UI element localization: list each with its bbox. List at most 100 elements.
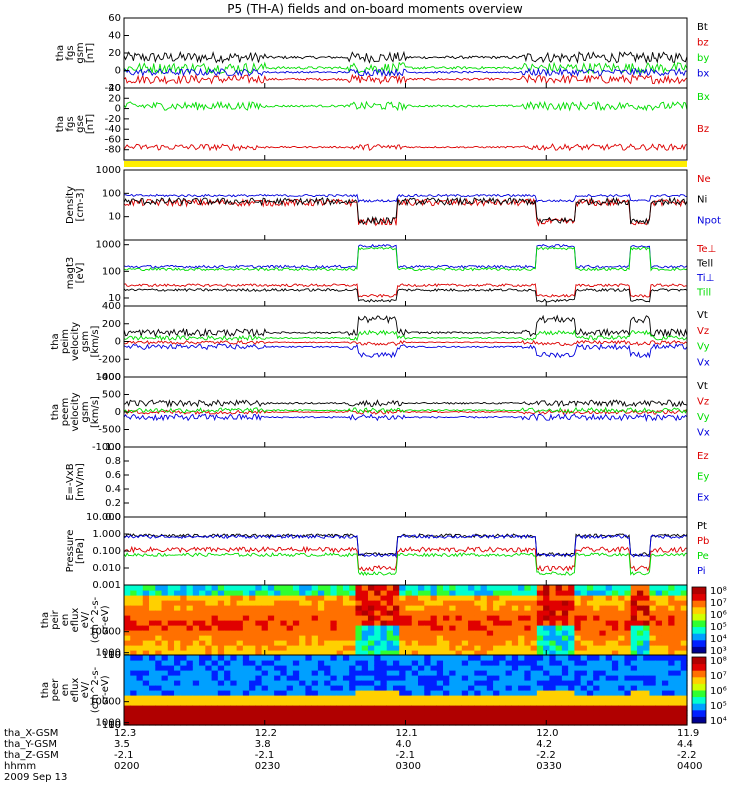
spectrogram-cell [317, 690, 325, 696]
spectrogram-cell [249, 620, 256, 626]
spectrogram-cell [161, 605, 169, 611]
spectrogram-cell [411, 625, 419, 631]
spectrogram-cell [618, 615, 626, 621]
spectrogram-cell [136, 710, 144, 716]
spectrogram-cell [299, 605, 307, 611]
spectrogram-cell [124, 645, 131, 651]
spectrogram-cell [261, 710, 269, 716]
spectrogram-cell [405, 710, 413, 716]
spectrogram-cell [205, 715, 213, 721]
ephemeris-value: -2.1 [254, 750, 275, 761]
spectrogram-cell [543, 635, 550, 641]
spectrogram-cell [236, 670, 244, 676]
spectrogram-cell [124, 635, 131, 641]
spectrogram-cell [405, 720, 413, 726]
spectrogram-cell [518, 660, 525, 666]
spectrogram-cell [267, 610, 275, 616]
spectrogram-cell [630, 715, 638, 721]
spectrogram-cell [280, 620, 288, 626]
spectrogram-cell [242, 585, 250, 591]
spectrogram-cell [405, 675, 413, 681]
spectrogram-cell [493, 615, 500, 621]
spectrogram-cell [205, 650, 213, 656]
spectrogram-cell [311, 715, 319, 721]
spectrogram-cell [518, 610, 525, 616]
spectrogram-cell [324, 660, 332, 666]
spectrogram-cell [405, 595, 413, 601]
y-tick-label: 100 [102, 650, 121, 661]
spectrogram-cell [236, 615, 244, 621]
spectrogram-cell [180, 705, 188, 711]
spectrogram-cell [361, 680, 369, 686]
spectrogram-cell [455, 610, 463, 616]
spectrogram-cell [211, 635, 219, 641]
spectrogram-cell [155, 660, 163, 666]
spectrogram-cell [230, 715, 238, 721]
spectrogram-cell [574, 630, 582, 636]
spectrogram-cell [386, 585, 394, 591]
spectrogram-cell [174, 620, 181, 626]
spectrogram-cell [317, 700, 325, 706]
spectrogram-cell [480, 600, 488, 606]
spectrogram-cell [561, 685, 569, 691]
spectrogram-cell [217, 585, 225, 591]
spectrogram-cell [655, 635, 663, 641]
spectrogram-cell [649, 715, 657, 721]
spectrogram-cell [511, 700, 519, 706]
spectrogram-cell [443, 720, 450, 726]
spectrogram-cell [349, 660, 357, 666]
spectrogram-cell [655, 625, 663, 631]
spectrogram-cell [580, 605, 588, 611]
spectrogram-cell [149, 710, 156, 716]
spectrogram-cell [480, 635, 488, 641]
spectrogram-cell [655, 650, 663, 656]
spectrogram-cell [236, 685, 244, 691]
ephemeris-row-label: tha_Y-GSM [4, 739, 58, 750]
spectrogram-cell [543, 710, 550, 716]
spectrogram-cell [568, 620, 575, 626]
spectrogram-cell [236, 600, 244, 606]
spectrogram-cell [392, 655, 400, 661]
y-tick-label: 1000 [96, 372, 121, 383]
y-tick-label: 0.2 [105, 498, 121, 509]
spectrogram-cell [505, 720, 513, 726]
spectrogram-cell [599, 640, 607, 646]
spectrogram-cell [299, 635, 307, 641]
spectrogram-cell [199, 720, 206, 726]
spectrogram-cell [217, 660, 225, 666]
spectrogram-cell [630, 665, 638, 671]
spectrogram-cell [192, 710, 200, 716]
spectrogram-cell [286, 640, 294, 646]
spectrogram-cell [142, 690, 150, 696]
spectrogram-cell [305, 715, 313, 721]
spectrogram-cell [443, 585, 450, 591]
spectrogram-cell [392, 630, 400, 636]
spectrogram-cell [493, 650, 500, 656]
spectrogram-cell [449, 705, 457, 711]
legend-entry: Pb [697, 536, 709, 547]
spectrogram-cell [236, 680, 244, 686]
spectrogram-cell [505, 660, 513, 666]
spectrogram-cell [668, 680, 676, 686]
spectrogram-cell [399, 715, 407, 721]
spectrogram-cell [399, 605, 407, 611]
spectrogram-cell [399, 635, 407, 641]
spectrogram-cell [130, 680, 138, 686]
spectrogram-cell [524, 705, 532, 711]
spectrogram-cell [149, 585, 156, 591]
spectrogram-cell [461, 690, 469, 696]
spectrogram-cell [430, 650, 438, 656]
spectrogram-cell [374, 605, 382, 611]
spectrogram-cell [568, 595, 575, 601]
spectrogram-cell [286, 700, 294, 706]
spectrogram-cell [543, 585, 550, 591]
spectrogram-cell [624, 590, 632, 596]
spectrogram-cell [518, 615, 525, 621]
spectrogram-cell [455, 675, 463, 681]
spectrogram-cell [680, 625, 688, 631]
spectrogram-cell [336, 710, 344, 716]
spectrogram-cell [217, 650, 225, 656]
spectrogram-cell [568, 640, 575, 646]
spectrogram-cell [493, 600, 500, 606]
spectrogram-cell [549, 660, 557, 666]
